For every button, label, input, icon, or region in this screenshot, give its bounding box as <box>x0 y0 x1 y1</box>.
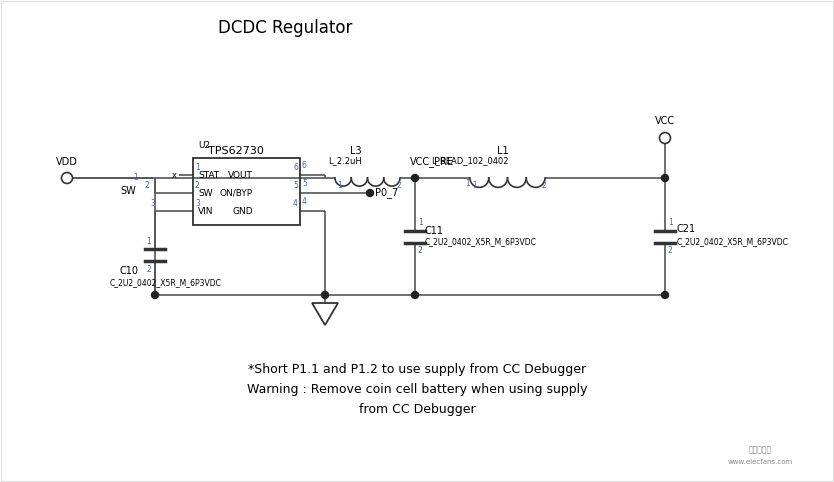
Bar <box>193 158 300 225</box>
Text: SW: SW <box>120 186 136 196</box>
Text: *Short P1.1 and P1.2 to use supply from CC Debugger: *Short P1.1 and P1.2 to use supply from … <box>248 363 586 376</box>
Text: L1: L1 <box>497 146 508 156</box>
Text: C10: C10 <box>120 266 139 276</box>
Text: TPS62730: TPS62730 <box>208 146 264 156</box>
Circle shape <box>321 292 329 298</box>
Text: C_2U2_0402_X5R_M_6P3VDC: C_2U2_0402_X5R_M_6P3VDC <box>110 279 222 287</box>
Text: U2: U2 <box>198 141 210 150</box>
Text: 1: 1 <box>418 218 423 227</box>
Circle shape <box>152 292 158 298</box>
Text: 6: 6 <box>302 161 307 171</box>
Text: L_BEAD_102_0402: L_BEAD_102_0402 <box>430 156 508 165</box>
Circle shape <box>661 292 669 298</box>
Text: SW: SW <box>198 188 213 198</box>
Text: C21: C21 <box>677 224 696 233</box>
Text: STAT: STAT <box>198 171 219 179</box>
Text: C_2U2_0402_X5R_M_6P3VDC: C_2U2_0402_X5R_M_6P3VDC <box>677 237 789 246</box>
Text: DCDC Regulator: DCDC Regulator <box>218 19 352 37</box>
Circle shape <box>411 174 419 182</box>
Text: 2: 2 <box>542 182 547 190</box>
Text: 2: 2 <box>668 246 673 255</box>
Text: 2: 2 <box>195 180 200 189</box>
Text: C11: C11 <box>425 226 444 236</box>
Text: from CC Debugger: from CC Debugger <box>359 403 475 416</box>
Text: P0_7: P0_7 <box>375 187 399 199</box>
Text: L3: L3 <box>349 146 361 156</box>
Text: VIN: VIN <box>198 206 214 215</box>
Text: 2: 2 <box>418 246 423 255</box>
Text: 1: 1 <box>472 182 477 190</box>
Text: 1: 1 <box>465 179 470 188</box>
Text: Warning : Remove coin cell battery when using supply: Warning : Remove coin cell battery when … <box>247 384 587 397</box>
Text: VOUT: VOUT <box>229 171 253 179</box>
Text: VCC: VCC <box>655 116 675 126</box>
Text: 6: 6 <box>293 162 298 172</box>
Text: 3: 3 <box>195 199 200 207</box>
Text: 电子发烧友: 电子发烧友 <box>748 445 771 455</box>
Text: VCC_PRE: VCC_PRE <box>410 156 454 167</box>
Text: 4: 4 <box>293 199 298 207</box>
Text: 5: 5 <box>302 179 307 188</box>
Circle shape <box>366 189 374 197</box>
Text: 1: 1 <box>337 182 342 190</box>
Text: www.elecfans.com: www.elecfans.com <box>727 459 792 465</box>
Text: 2: 2 <box>145 180 150 189</box>
Text: 1: 1 <box>668 218 673 227</box>
Text: 1: 1 <box>146 237 151 245</box>
Text: 2: 2 <box>146 265 151 273</box>
Text: 5: 5 <box>293 180 298 189</box>
Text: ON/BYP: ON/BYP <box>220 188 253 198</box>
Text: C_2U2_0402_X5R_M_6P3VDC: C_2U2_0402_X5R_M_6P3VDC <box>425 237 537 246</box>
Text: 4: 4 <box>302 198 307 206</box>
Text: 1: 1 <box>133 174 138 183</box>
Text: GND: GND <box>233 206 253 215</box>
Text: 1: 1 <box>195 162 200 172</box>
Text: 3: 3 <box>150 199 155 207</box>
Text: 2: 2 <box>397 182 402 190</box>
Text: x: x <box>172 171 177 179</box>
Circle shape <box>661 174 669 182</box>
Text: VDD: VDD <box>56 157 78 167</box>
Text: L_2.2uH: L_2.2uH <box>329 156 363 165</box>
Circle shape <box>411 292 419 298</box>
